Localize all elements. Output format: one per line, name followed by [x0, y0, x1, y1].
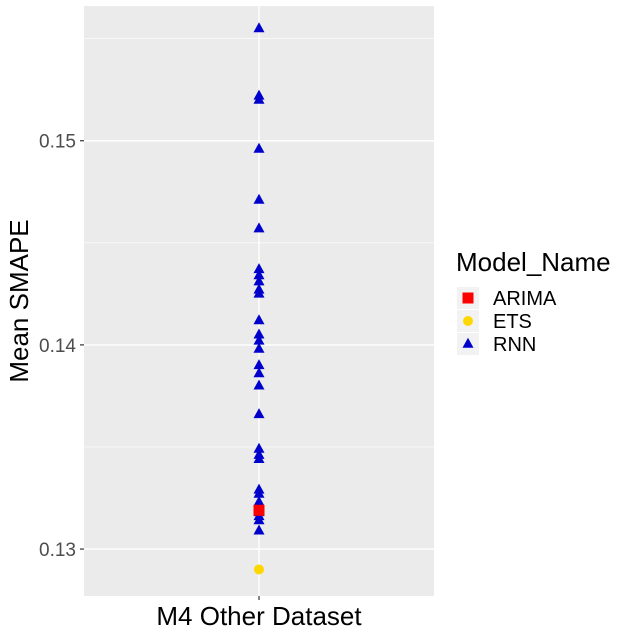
legend-key-rnn: [462, 337, 474, 348]
data-point-ets: [254, 564, 264, 575]
data-point-rnn: [253, 453, 265, 464]
y-tick-label: 0.15: [39, 132, 76, 153]
legend-label-ets: ETS: [493, 311, 532, 333]
data-point-rnn: [253, 342, 265, 353]
legend-title: Model_Name: [456, 247, 611, 277]
data-point-rnn: [253, 442, 265, 453]
data-point-rnn: [253, 524, 265, 535]
legend-key-arima: [462, 292, 474, 304]
data-point-rnn: [253, 93, 265, 104]
y-axis-title: Mean SMAPE: [4, 219, 34, 382]
data-point-rnn: [253, 22, 265, 33]
data-point-rnn: [253, 379, 265, 390]
y-axis: 0.13 0.14 0.15: [39, 132, 84, 561]
data-point-rnn: [253, 222, 265, 233]
data-point-rnn: [253, 275, 265, 286]
legend-label-rnn: RNN: [493, 334, 536, 356]
data-point-rnn: [253, 269, 265, 280]
data-point-rnn: [253, 495, 265, 506]
data-point-arima: [253, 504, 265, 516]
legend-key-ets: [463, 316, 473, 326]
legend-label-arima: ARIMA: [493, 288, 557, 310]
data-point-rnn: [253, 287, 265, 298]
data-point-rnn: [253, 334, 265, 345]
data-point-rnn: [253, 142, 265, 153]
data-point-rnn: [253, 193, 265, 204]
data-point-rnn: [253, 487, 265, 498]
data-point-rnn: [253, 328, 265, 339]
y-tick-label: 0.13: [39, 540, 76, 561]
data-point-rnn: [253, 314, 265, 325]
x-axis-title: M4 Other Dataset: [156, 601, 362, 631]
data-point-rnn: [253, 514, 265, 525]
y-tick-label: 0.14: [39, 336, 76, 357]
data-point-rnn: [253, 263, 265, 274]
data-points: [253, 22, 265, 575]
data-point-rnn: [253, 359, 265, 370]
data-point-rnn: [253, 408, 265, 419]
data-point-rnn: [253, 367, 265, 378]
